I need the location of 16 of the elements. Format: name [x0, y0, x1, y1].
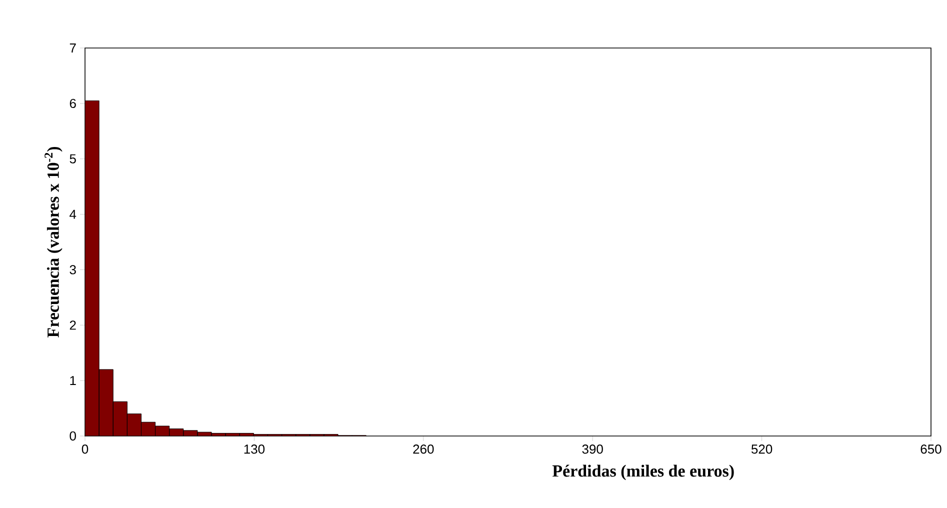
y-tick-label: 0 [70, 431, 76, 441]
y-tick-label: 1 [70, 376, 76, 386]
y-tick-label: 4 [70, 210, 76, 219]
y-tick-label: 2 [70, 320, 76, 330]
x-tick-label: 260 [413, 444, 434, 454]
y-tick-label: 3 [70, 265, 76, 274]
y-tick-label: 7 [70, 44, 76, 52]
y-tick-label: 6 [70, 98, 76, 108]
x-tick-label: 390 [582, 444, 603, 454]
x-tick-label: 650 [920, 444, 942, 454]
x-tick-label: 520 [751, 444, 772, 454]
y-axis-title: Frecuencia (valores x 10$^{-2}$) [44, 146, 62, 338]
x-tick-label: 0 [82, 444, 88, 454]
x-axis-title: Pérdidas (miles de euros) [552, 464, 734, 480]
x-tick-label: 130 [244, 444, 265, 454]
y-tick-label: 5 [70, 154, 76, 164]
